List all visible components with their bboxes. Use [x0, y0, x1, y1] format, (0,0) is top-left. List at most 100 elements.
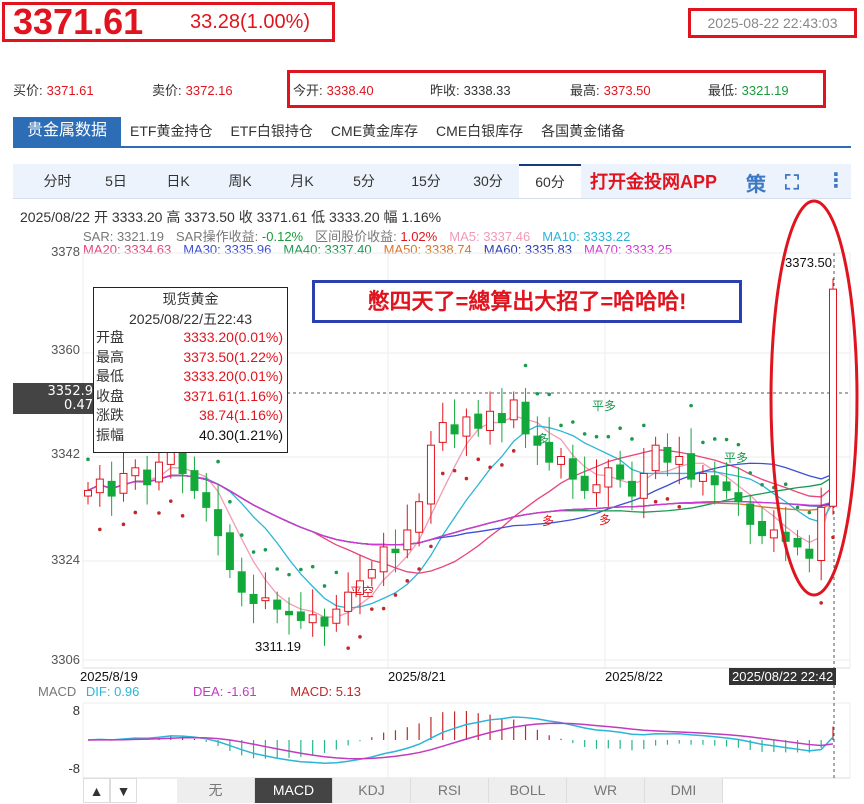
prev-value: 3338.33	[463, 83, 511, 98]
strategy-icon[interactable]: 策	[746, 172, 766, 196]
fullscreen-icon[interactable]: ⛶	[785, 170, 799, 194]
tab-15min[interactable]: 15分	[411, 173, 441, 189]
candle-tooltip: 现货黄金 2025/08/22/五22:43 开盘 3333.20(0.01%) …	[93, 287, 288, 453]
candle-body	[202, 492, 211, 508]
candle-body	[793, 537, 802, 548]
candle-body	[261, 597, 270, 602]
candle-body	[533, 435, 542, 446]
sar-dot	[180, 514, 185, 518]
tab-5day[interactable]: 5日	[105, 173, 127, 189]
indicator-item: MA10: 3333.22	[542, 229, 631, 244]
candle-body	[438, 422, 447, 443]
tooltip-value: 3373.50(1.22%)	[183, 348, 283, 365]
tooltip-row: 开盘 3333.20(0.01%)	[94, 328, 287, 348]
macd-legend: MACD DIF: 0.96 DEA: -1.61 MACD: 5.13	[38, 684, 373, 699]
x-label: 2025/8/19	[80, 669, 138, 684]
tab-monthly[interactable]: 月K	[290, 173, 314, 189]
bid-value: 3371.61	[46, 83, 94, 98]
sar-dot	[370, 607, 374, 611]
arrow-down-button[interactable]: ▼	[110, 778, 137, 803]
indicator-wr[interactable]: WR	[567, 778, 645, 803]
indicator-none[interactable]: 无	[177, 778, 255, 803]
sar-dot	[677, 505, 682, 509]
tab-daily[interactable]: 日K	[166, 173, 190, 189]
candle-body	[829, 288, 837, 507]
candle-body	[545, 441, 554, 463]
tab-etf-gold[interactable]: ETF黄金持仓	[130, 123, 213, 139]
indicator-value: 1.02%	[400, 229, 438, 244]
sar-dot	[488, 465, 492, 470]
candle-body	[84, 489, 92, 497]
crosshair-price-label: 3352.9 0.47	[13, 383, 95, 414]
tab-weekly[interactable]: 周K	[228, 173, 252, 189]
more-icon[interactable]: ⋮	[826, 168, 846, 192]
min-price-label: 3311.19	[255, 639, 301, 654]
candle-body	[687, 453, 696, 480]
candle-body	[698, 472, 707, 482]
ma20-line	[87, 449, 834, 574]
tooltip-row: 最低 3333.20(0.01%)	[94, 367, 287, 387]
tooltip-row: 振幅 40.30(1.21%)	[94, 426, 287, 446]
indicator-dmi[interactable]: DMI	[645, 778, 723, 803]
open-value: 3338.40	[326, 83, 374, 98]
tab-gold-reserves[interactable]: 各国黄金储备	[541, 123, 626, 139]
tab-precious-metals[interactable]: 贵金属数据	[13, 117, 122, 147]
sar-dot	[405, 579, 410, 583]
sar-dot	[358, 635, 362, 639]
indicator-row-1: SAR: 3321.19 SAR操作收益: -0.12% 区间股价收益: 1.02%…	[83, 226, 642, 245]
candle-body	[119, 472, 128, 494]
bid-label: 买价:	[13, 83, 43, 98]
tab-5min[interactable]: 5分	[353, 173, 375, 189]
sar-dot	[346, 646, 350, 650]
candle-body	[249, 593, 258, 604]
open-app-link[interactable]: 打开金投网APP	[590, 172, 718, 192]
tab-cme-gold[interactable]: CME黄金库存	[330, 123, 419, 139]
y-tick: 3342	[51, 446, 80, 461]
tab-etf-silver[interactable]: ETF白银持仓	[230, 123, 313, 139]
candle-body	[450, 424, 459, 435]
sar-dot	[216, 459, 220, 464]
candle-body	[758, 521, 767, 537]
tooltip-label: 最低	[96, 368, 124, 384]
tab-30min[interactable]: 30分	[473, 173, 503, 189]
candle-body	[237, 571, 246, 593]
low: 最低: 3321.19	[708, 80, 789, 99]
candle-body	[154, 461, 163, 483]
candle-body	[131, 467, 140, 477]
sar-dot	[559, 423, 563, 428]
indicator-kdj[interactable]: KDJ	[333, 778, 411, 803]
indicator-rsi[interactable]: RSI	[411, 778, 489, 803]
arrow-up-button[interactable]: ▲	[83, 778, 110, 803]
indicator-macd[interactable]: MACD	[255, 778, 333, 803]
sar-dot	[275, 567, 280, 571]
candle-body	[580, 475, 589, 491]
candle-body	[225, 532, 234, 571]
trade-signal: 平多	[724, 451, 748, 465]
indicator-boll[interactable]: BOLL	[489, 778, 567, 803]
candle-body	[734, 492, 743, 503]
candle-body	[663, 446, 672, 463]
sar-dot	[464, 476, 469, 481]
y-tick: 3378	[51, 244, 80, 259]
sar-dot	[819, 601, 823, 605]
low-value: 3321.19	[741, 83, 789, 98]
candle-body	[746, 503, 755, 525]
trade-signal: 多	[537, 432, 549, 446]
candle-body	[651, 444, 660, 472]
tooltip-label: 最高	[96, 348, 124, 365]
sar-dot	[724, 437, 729, 442]
candle-body	[426, 444, 435, 505]
sar-dot	[641, 423, 646, 428]
candle-body	[557, 456, 566, 465]
candle-body	[379, 546, 388, 573]
sar-dot	[121, 522, 126, 527]
tab-60min[interactable]: 60分	[519, 164, 581, 198]
tab-intraday[interactable]: 分时	[43, 173, 72, 189]
tab-cme-silver[interactable]: CME白银库存	[436, 123, 524, 139]
candle-body	[805, 548, 814, 559]
sar-dot	[547, 392, 551, 397]
sar-dot	[689, 403, 693, 408]
divider	[13, 146, 851, 148]
sar-dot	[86, 457, 90, 462]
